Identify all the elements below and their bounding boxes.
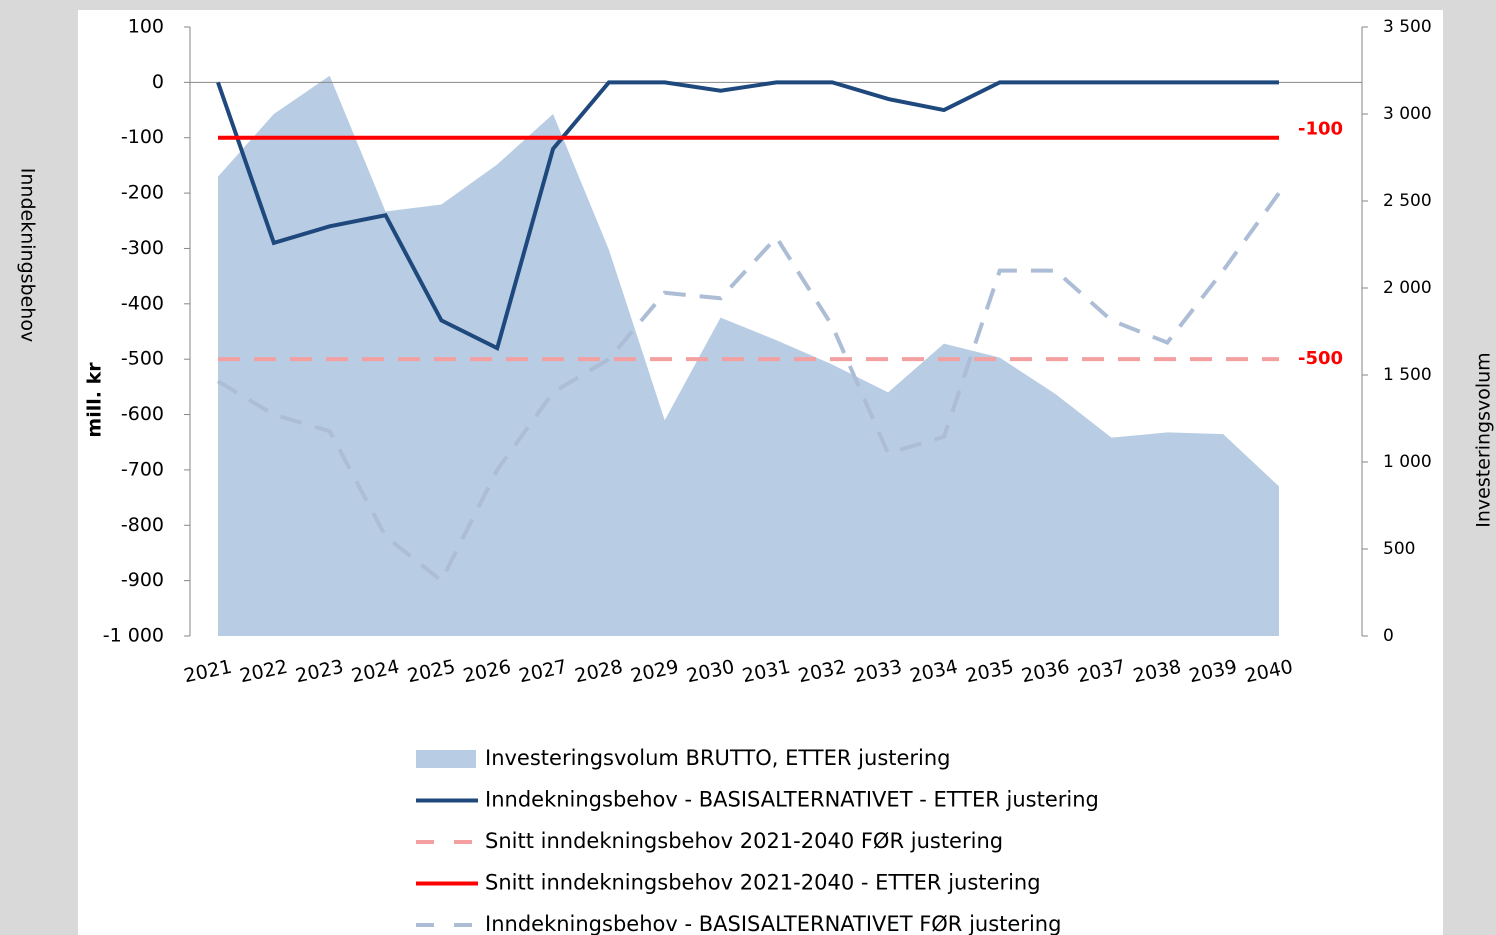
- legend-label: Investeringsvolum BRUTTO, ETTER justerin…: [485, 746, 951, 770]
- y2-tick-label: 2 000: [1383, 278, 1432, 298]
- y2-tick-label: 1 000: [1383, 452, 1432, 472]
- y2-tick-label: 0: [1383, 626, 1394, 646]
- y-axis-title: Inndekningsbehov: [17, 168, 39, 342]
- y2-tick-label: 2 500: [1383, 191, 1432, 211]
- legend-label: Snitt inndekningsbehov 2021-2040 FØR jus…: [485, 829, 1003, 853]
- y-tick-label: -1 000: [103, 625, 164, 647]
- y-tick-label: -500: [121, 348, 164, 370]
- y-tick-label: 100: [128, 16, 164, 38]
- legend-label: Snitt inndekningsbehov 2021-2040 - ETTER…: [485, 871, 1041, 895]
- legend-label: Inndekningsbehov - BASISALTERNATIVET - E…: [485, 788, 1099, 812]
- y-tick-label: 0: [152, 71, 164, 93]
- y-tick-label: -600: [121, 403, 164, 425]
- legend-swatch: [416, 750, 476, 768]
- line: [216, 80, 1279, 351]
- y2-tick-label: 3 000: [1383, 104, 1432, 124]
- legend-label: Inndekningsbehov - BASISALTERNATIVET FØR…: [485, 912, 1061, 935]
- y2-axis-title: Investeringsvolum: [1473, 352, 1495, 527]
- y-tick-label: -200: [121, 182, 164, 204]
- y-tick-label: -900: [121, 569, 164, 591]
- y-tick-label: -100: [121, 126, 164, 148]
- y-tick-label: -800: [121, 514, 164, 536]
- y2-tick-label: 3 500: [1383, 17, 1432, 37]
- y-unit: mill. kr: [84, 362, 106, 438]
- line: [216, 191, 1281, 584]
- y2-tick-label: 1 500: [1383, 365, 1432, 385]
- value-label: -500: [1298, 348, 1343, 369]
- value-label: -100: [1298, 119, 1343, 140]
- y-tick-label: -300: [121, 237, 164, 259]
- y-tick-label: -400: [121, 292, 164, 314]
- y-tick-label: -700: [121, 458, 164, 480]
- y2-tick-label: 500: [1383, 539, 1415, 559]
